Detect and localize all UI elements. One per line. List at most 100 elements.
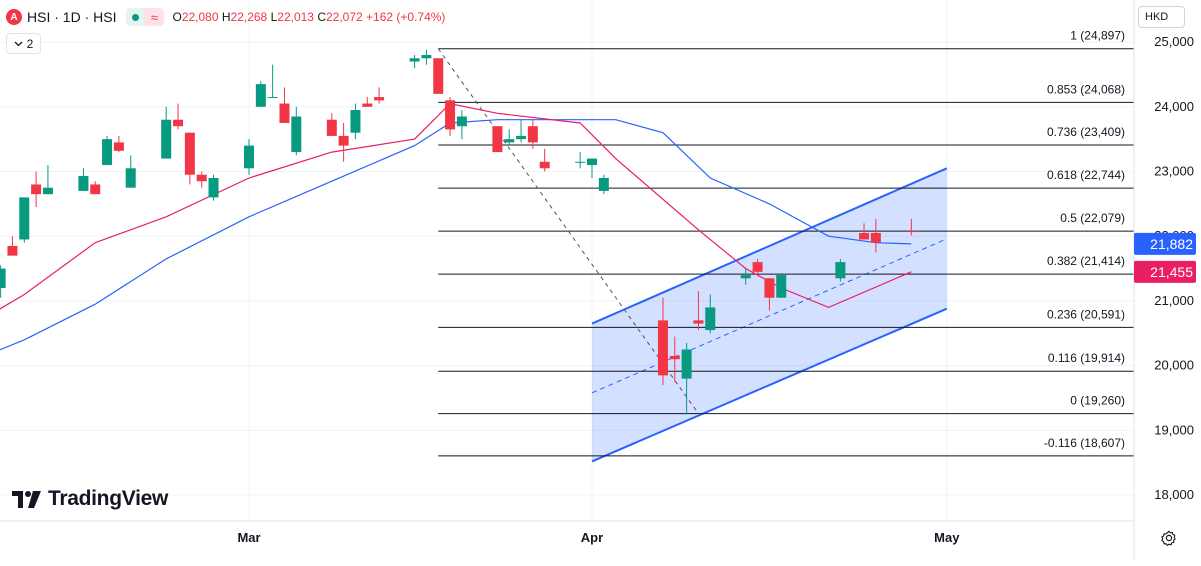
tradingview-mark-icon bbox=[12, 490, 41, 508]
channel-fill bbox=[592, 168, 947, 462]
candle bbox=[764, 278, 775, 311]
candle-body bbox=[161, 119, 172, 159]
candle bbox=[575, 152, 586, 169]
candle bbox=[0, 265, 6, 298]
high-value: 22,268 bbox=[230, 10, 268, 24]
fib-level-label: 0.116 (19,914) bbox=[1048, 351, 1125, 365]
open-label: O bbox=[172, 10, 182, 24]
candle-body bbox=[504, 139, 515, 143]
candle-body bbox=[693, 320, 704, 324]
candle-body bbox=[208, 177, 219, 198]
candle-body bbox=[267, 97, 278, 99]
candle-body bbox=[279, 103, 290, 123]
candle-body bbox=[456, 116, 467, 127]
fib-level-label: 0 (19,260) bbox=[1070, 394, 1125, 408]
low-label: L bbox=[270, 10, 278, 24]
gear-icon[interactable] bbox=[1160, 529, 1178, 547]
indicators-collapse-button[interactable]: 2 bbox=[6, 33, 41, 54]
candle bbox=[362, 97, 373, 107]
fib-level-label: 1 (24,897) bbox=[1070, 29, 1125, 43]
candle-body bbox=[492, 126, 503, 153]
price-badge: 21,455 bbox=[1134, 260, 1196, 283]
price-axis-label: 20,000 bbox=[1154, 358, 1194, 373]
candle-body bbox=[291, 116, 302, 153]
candle-body bbox=[184, 132, 195, 175]
price-axis-label: 21,000 bbox=[1154, 293, 1194, 308]
price-badge-label: 21,882 bbox=[1150, 236, 1193, 252]
candle-body bbox=[196, 174, 207, 182]
symbol-title[interactable]: HSI · 1D · HSI bbox=[27, 9, 117, 25]
candle-body bbox=[350, 110, 361, 133]
price-axis-label: 18,000 bbox=[1154, 487, 1194, 502]
candle bbox=[693, 291, 704, 331]
candle bbox=[859, 223, 870, 240]
candle-body bbox=[7, 245, 18, 256]
candle bbox=[19, 197, 30, 243]
fib-level-label: 0.853 (24,068) bbox=[1047, 82, 1125, 96]
candle bbox=[906, 218, 917, 236]
candle bbox=[598, 174, 609, 195]
close-value: 22,072 bbox=[325, 10, 363, 24]
low-value: 22,013 bbox=[277, 10, 314, 24]
symbol-legend[interactable]: A HSI · 1D · HSI ≈ O22,080 H22,268 L22,0… bbox=[6, 6, 445, 28]
candle bbox=[870, 218, 881, 253]
candle-body bbox=[539, 161, 550, 169]
price-badge: 21,882 bbox=[1134, 232, 1196, 255]
candle-body bbox=[870, 232, 881, 243]
candle bbox=[681, 343, 692, 415]
fib-level-label: 0.618 (22,744) bbox=[1047, 168, 1125, 182]
candle bbox=[669, 336, 680, 382]
fib-level-label: 0.382 (21,414) bbox=[1047, 254, 1125, 268]
candle-body bbox=[705, 307, 716, 331]
candle-body bbox=[19, 197, 30, 240]
candle bbox=[338, 122, 349, 162]
ma-slow-line bbox=[0, 119, 912, 351]
candle-body bbox=[326, 119, 337, 136]
candle-body bbox=[173, 119, 184, 127]
candle bbox=[267, 64, 278, 99]
candle-body bbox=[125, 168, 136, 188]
candle bbox=[705, 294, 716, 334]
symbol-logo-icon: A bbox=[6, 9, 22, 25]
candle bbox=[374, 87, 385, 104]
candle-body bbox=[776, 275, 787, 298]
price-badge-bg bbox=[1134, 232, 1196, 255]
candle-body bbox=[681, 349, 692, 379]
channel-upper-line bbox=[591, 167, 948, 325]
candle-body bbox=[669, 355, 680, 360]
price-badge-bg bbox=[1134, 260, 1196, 283]
candle bbox=[78, 168, 89, 191]
candle-body bbox=[657, 320, 668, 376]
price-axis-label: 23,000 bbox=[1154, 164, 1194, 179]
candle-body bbox=[764, 278, 775, 298]
candle bbox=[776, 275, 787, 298]
fib-level-label: 0.736 (23,409) bbox=[1047, 125, 1125, 139]
candle-body bbox=[906, 231, 917, 233]
candle-body bbox=[244, 145, 254, 169]
tradingview-logo-text: TradingView bbox=[48, 487, 169, 510]
candle bbox=[31, 171, 42, 208]
candle-body bbox=[102, 139, 113, 166]
status-pill[interactable]: ≈ bbox=[126, 8, 165, 26]
indicator-count: 2 bbox=[26, 36, 34, 51]
market-open-icon bbox=[126, 8, 145, 26]
candle bbox=[196, 171, 207, 188]
candle bbox=[657, 297, 668, 386]
candle-body bbox=[421, 55, 432, 59]
candle bbox=[102, 135, 113, 166]
currency-button[interactable]: HKD bbox=[1138, 6, 1185, 28]
candle bbox=[291, 106, 302, 156]
candle-body bbox=[362, 103, 373, 107]
candle-body bbox=[90, 184, 101, 195]
candle-body bbox=[740, 275, 751, 279]
fib-level-label: 0.236 (20,591) bbox=[1047, 307, 1125, 321]
candle bbox=[492, 126, 503, 153]
candle-body bbox=[374, 97, 385, 101]
candle bbox=[752, 258, 763, 276]
ma-fast-line bbox=[0, 102, 912, 310]
candle bbox=[125, 155, 136, 188]
tradingview-logo[interactable]: TradingView bbox=[12, 487, 168, 511]
candle-body bbox=[0, 268, 6, 289]
